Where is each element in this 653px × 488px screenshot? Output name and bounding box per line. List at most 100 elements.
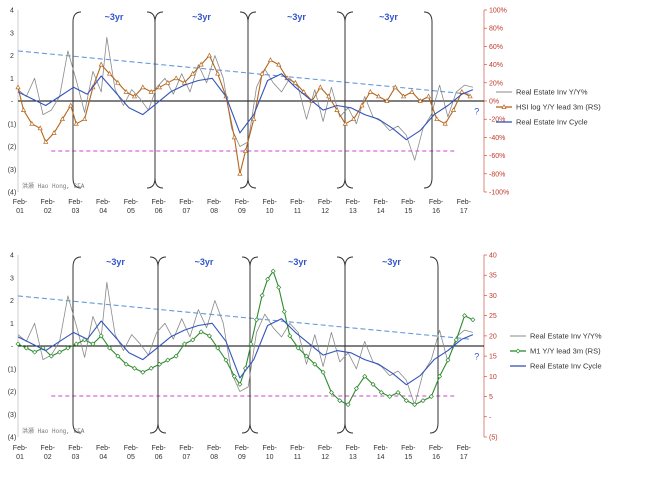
series-point <box>317 84 323 90</box>
series-point <box>362 373 368 379</box>
y-left-tick-label: 4 <box>10 8 14 15</box>
x-tick-label-line2: 06 <box>155 208 163 215</box>
x-tick-label-line1: Feb- <box>96 445 111 452</box>
series-point <box>242 148 249 153</box>
x-tick-label: Feb- 14 <box>373 445 388 461</box>
series-point <box>259 70 265 76</box>
series-point <box>292 79 298 85</box>
bottom-chart-panel: 4 3 2 1 - (1) (2) (3) (4) 40 35 30 25 20 15 10 5 - (5) Feb-… <box>8 253 602 462</box>
question-mark: ? <box>474 107 479 117</box>
series-line <box>17 73 474 141</box>
series-point <box>442 120 448 126</box>
x-tick-label: Feb- 15 <box>401 445 416 461</box>
x-tick-label-line2: 14 <box>377 454 385 461</box>
x-tick-label-line2: 11 <box>294 454 301 461</box>
x-tick-label-line2: 17 <box>460 454 468 461</box>
x-tick-label-line1: Feb- <box>68 199 83 206</box>
series-point <box>51 129 57 135</box>
series-point <box>351 116 357 122</box>
series-point <box>334 107 340 112</box>
series-point <box>231 134 237 140</box>
series-point <box>82 337 88 343</box>
x-tick-label-line1: Feb- <box>179 199 194 206</box>
x-tick-label-line1: Feb- <box>124 445 139 452</box>
cycle-label: ~3yr <box>287 12 306 22</box>
x-tick-label: Feb- 04 <box>96 199 111 215</box>
y-right-tick-label: -20% <box>489 117 505 124</box>
series-point <box>29 120 35 126</box>
x-tick-label: Feb- 07 <box>179 445 194 461</box>
series-point <box>400 93 407 99</box>
x-tick-label-line1: Feb- <box>429 199 444 206</box>
y-left-tick-label: (1) <box>8 121 17 128</box>
x-tick-label-line2: 03 <box>72 454 80 461</box>
y-right-tick-label: 30 <box>489 293 497 300</box>
legend-label: Real Estate Inv Cycle <box>530 362 602 371</box>
x-tick-label-line1: Feb- <box>457 199 472 206</box>
series-point <box>267 57 274 62</box>
cycle-bracket-left <box>247 11 257 189</box>
series-point <box>140 369 146 375</box>
series-point <box>215 70 221 76</box>
y-left-tick-label: (2) <box>8 389 17 396</box>
series-point <box>173 75 179 81</box>
series-point <box>367 88 373 94</box>
x-tick-label-line2: 07 <box>183 454 191 461</box>
series-point <box>107 345 113 351</box>
legend-label: M1 Y/Y lead 3m (RS) <box>530 347 601 356</box>
x-tick-label-line2: 12 <box>321 208 329 215</box>
x-tick-label-line2: 05 <box>127 454 135 461</box>
x-tick-label-line1: Feb- <box>457 445 472 452</box>
series-point <box>198 61 204 67</box>
series-point <box>265 276 271 282</box>
y-left-tick-label: - <box>11 344 14 351</box>
cycle-label: ~3yr <box>195 257 214 267</box>
x-tick-label: Feb- 01 <box>13 445 28 461</box>
series-point <box>123 361 129 367</box>
y-left-tick-label: 1 <box>10 321 14 328</box>
y-right-tick-label: 100% <box>489 8 507 15</box>
cycle-bracket-left <box>157 256 167 434</box>
y-right-tick-label: (5) <box>489 435 498 442</box>
series-point <box>173 353 179 359</box>
y-left-tick-label: 2 <box>10 298 14 305</box>
cycle-bracket-left <box>344 11 354 189</box>
y-right-tick-label: -100% <box>489 190 509 197</box>
y-right-tick-label: - <box>489 414 492 421</box>
series-point <box>295 345 301 351</box>
y-right-tick-label: 20% <box>489 80 503 87</box>
y-right-tick-label: 20 <box>489 333 497 340</box>
series-point <box>403 398 409 404</box>
x-tick-label-line2: 09 <box>238 454 246 461</box>
x-tick-label: Feb- 03 <box>68 445 83 461</box>
cycle-label: ~3yr <box>105 12 124 22</box>
series-point <box>115 353 121 359</box>
series-point <box>123 88 129 94</box>
x-tick-label: Feb- 08 <box>207 199 222 215</box>
legend-label: Real Estate Inv Y/Y% <box>530 332 602 341</box>
x-tick-label-line2: 10 <box>266 208 274 215</box>
cycle-bracket-right <box>336 256 346 434</box>
series-point <box>237 170 243 176</box>
legend-label: Real Estate Inv Cycle <box>516 118 588 127</box>
series-point <box>115 79 121 85</box>
x-tick-label-line2: 15 <box>404 208 412 215</box>
series-point <box>148 365 154 371</box>
x-tick-label-line1: Feb- <box>290 445 305 452</box>
series-point <box>425 93 432 99</box>
series-point <box>445 357 451 363</box>
x-tick-label-line2: 14 <box>377 208 385 215</box>
series-point <box>342 120 348 126</box>
x-tick-label-line1: Feb- <box>179 445 194 452</box>
series-point <box>73 120 79 126</box>
y-left-tick-label: (4) <box>8 190 17 197</box>
x-tick-label-line2: 07 <box>183 208 191 215</box>
x-tick-label-line1: Feb- <box>373 445 388 452</box>
y-left-tick-label: 1 <box>10 76 14 83</box>
series-point <box>215 345 221 351</box>
series-point <box>412 402 418 408</box>
cycle-bracket-right <box>239 11 249 189</box>
x-tick-label: Feb- 08 <box>207 445 222 461</box>
series-point <box>15 341 21 347</box>
series-point <box>378 390 384 396</box>
